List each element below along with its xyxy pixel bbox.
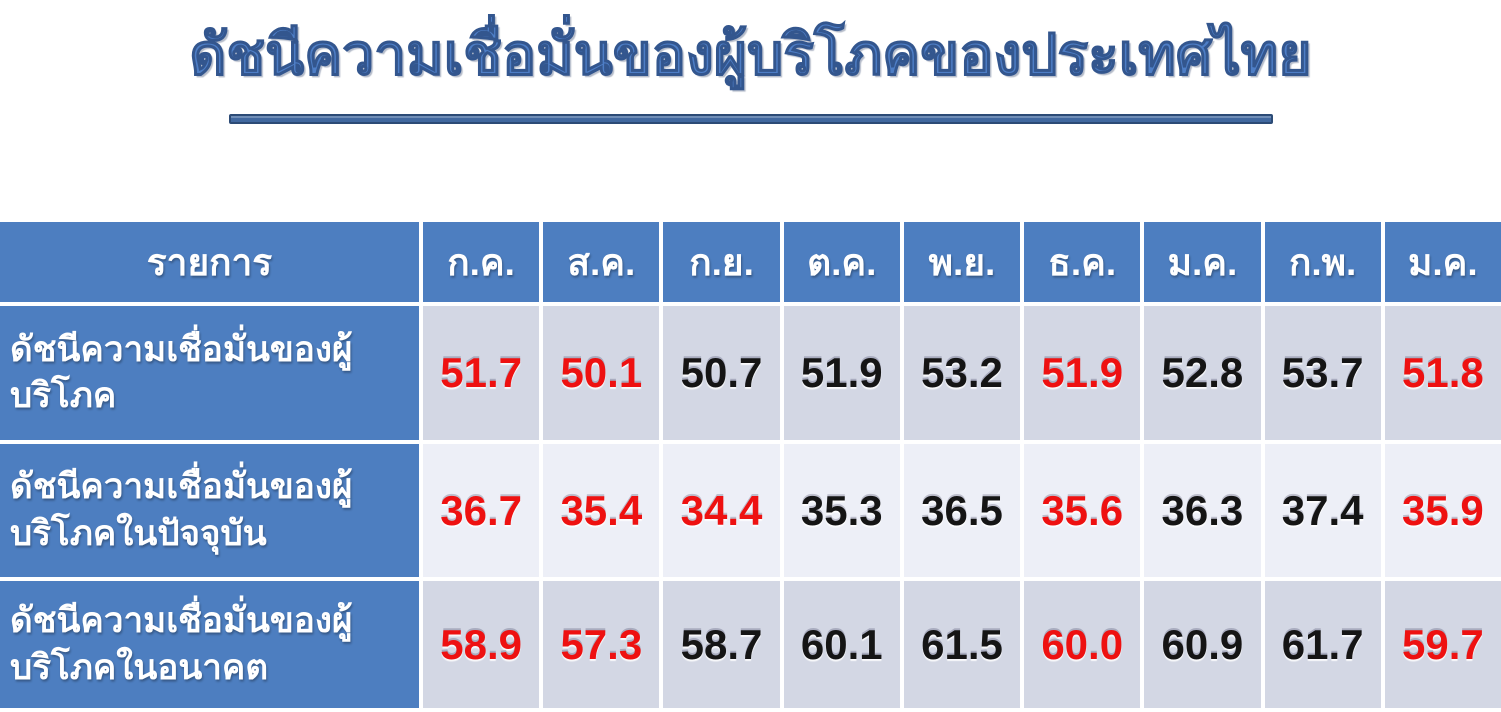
column-header-month-dec: ธ.ค. — [1020, 218, 1145, 306]
column-header-month-jul: ก.ค. — [418, 218, 544, 306]
table-cell: 58.9 — [418, 577, 544, 712]
table-cell: 57.3 — [539, 577, 664, 712]
table-cell: 51.9 — [1020, 302, 1145, 444]
table-cell: 51.9 — [779, 302, 904, 444]
table-cell: 60.0 — [1020, 577, 1145, 712]
table-cell: 58.7 — [659, 577, 784, 712]
table-row-cci-overall: ดัชนีความเชื่อมั่นของผู้บริโภค 51.7 50.1… — [0, 302, 1501, 444]
table-row-cci-present: ดัชนีความเชื่อมั่นของผู้บริโภคในปัจจุบัน… — [0, 440, 1501, 581]
table-cell: 35.4 — [539, 440, 664, 581]
table-row-cci-future: ดัชนีความเชื่อมั่นของผู้บริโภคในอนาคต 58… — [0, 577, 1501, 712]
table-cell: 36.7 — [418, 440, 544, 581]
table-cell: 52.8 — [1140, 302, 1265, 444]
column-header-month-sep: ก.ย. — [659, 218, 784, 306]
column-header-month-aug: ส.ค. — [539, 218, 664, 306]
page-title: ดัชนีความเชื่อมั่นของผู้บริโภคของประเทศไ… — [189, 22, 1312, 87]
row-label: ดัชนีความเชื่อมั่นของผู้บริโภคในอนาคต — [0, 577, 423, 712]
row-label: ดัชนีความเชื่อมั่นของผู้บริโภคในปัจจุบัน — [0, 440, 423, 581]
table-cell: 37.4 — [1260, 440, 1385, 581]
table-cell: 53.7 — [1260, 302, 1385, 444]
table-cell: 60.9 — [1140, 577, 1265, 712]
table-cell: 61.7 — [1260, 577, 1385, 712]
column-header-item: รายการ — [0, 218, 423, 306]
title-underline — [228, 113, 1273, 124]
table-cell: 36.5 — [899, 440, 1025, 581]
table-cell: 50.7 — [659, 302, 784, 444]
table-cell: 59.7 — [1380, 577, 1501, 712]
table-cell: 60.1 — [779, 577, 904, 712]
table-cell: 61.5 — [899, 577, 1025, 712]
table-cell: 35.9 — [1380, 440, 1501, 581]
table-cell: 34.4 — [659, 440, 784, 581]
row-label: ดัชนีความเชื่อมั่นของผู้บริโภค — [0, 302, 423, 444]
table-cell: 53.2 — [899, 302, 1025, 444]
consumer-confidence-table: รายการ ก.ค. ส.ค. ก.ย. ต.ค. พ.ย. ธ.ค. ม.ค… — [0, 218, 1501, 712]
table-cell: 51.8 — [1380, 302, 1501, 444]
table-cell: 36.3 — [1140, 440, 1265, 581]
table-cell: 51.7 — [418, 302, 544, 444]
column-header-month-oct: ต.ค. — [779, 218, 904, 306]
column-header-month-nov: พ.ย. — [899, 218, 1025, 306]
column-header-month-mar: ม.ค. — [1380, 218, 1501, 306]
table-cell: 35.3 — [779, 440, 904, 581]
table-cell: 35.6 — [1020, 440, 1145, 581]
table-header-row: รายการ ก.ค. ส.ค. ก.ย. ต.ค. พ.ย. ธ.ค. ม.ค… — [0, 218, 1501, 306]
column-header-month-feb: ก.พ. — [1260, 218, 1385, 306]
column-header-month-jan: ม.ค. — [1140, 218, 1265, 306]
table-cell: 50.1 — [539, 302, 664, 444]
